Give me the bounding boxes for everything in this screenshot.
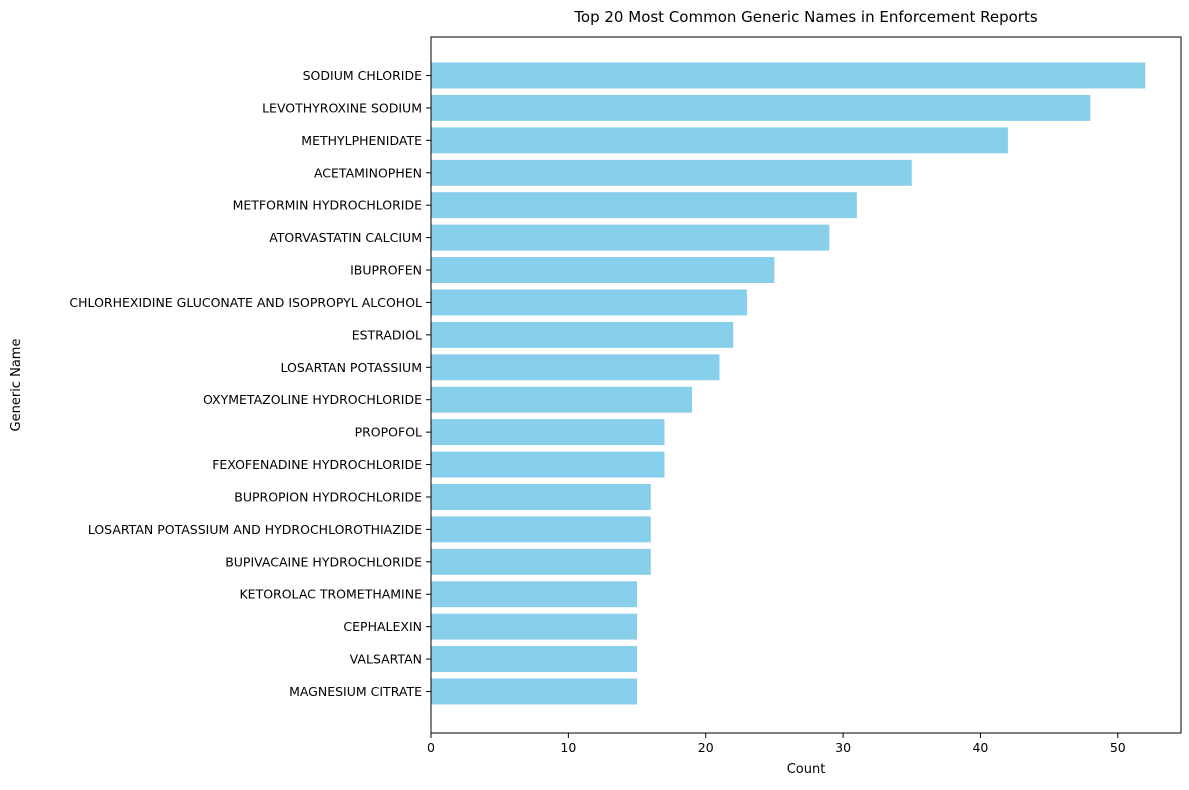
- bar: [431, 581, 638, 608]
- y-axis-label: Generic Name: [9, 339, 24, 432]
- bar: [431, 224, 830, 251]
- y-tick-label: ACETAMINOPHEN: [314, 165, 422, 180]
- bar: [431, 386, 692, 413]
- y-tick-label: IBUPROFEN: [350, 263, 422, 278]
- x-axis-label: Count: [787, 762, 826, 777]
- bar: [431, 451, 665, 478]
- y-tick-label: LEVOTHYROXINE SODIUM: [262, 100, 422, 115]
- y-tick-label: LOSARTAN POTASSIUM: [281, 360, 422, 375]
- bar: [431, 159, 912, 186]
- y-tick-label: VALSARTAN: [350, 652, 422, 667]
- x-tick-label: 50: [1110, 740, 1126, 755]
- bar: [431, 516, 651, 543]
- y-tick-label: LOSARTAN POTASSIUM AND HYDROCHLOROTHIAZI…: [88, 522, 422, 537]
- y-tick-label: KETOROLAC TROMETHAMINE: [239, 587, 422, 602]
- y-tick-label: PROPOFOL: [355, 425, 422, 440]
- y-tick-label: BUPIVACAINE HYDROCHLORIDE: [225, 554, 422, 569]
- y-tick-label: ESTRADIOL: [352, 327, 422, 342]
- y-tick-label: SODIUM CHLORIDE: [303, 68, 422, 83]
- bar: [431, 613, 638, 640]
- chart-title: Top 20 Most Common Generic Names in Enfo…: [573, 8, 1038, 26]
- y-tick-label: ATORVASTATIN CALCIUM: [269, 230, 422, 245]
- bar: [431, 484, 651, 510]
- bar: [431, 678, 638, 705]
- y-tick-label: BUPROPION HYDROCHLORIDE: [234, 489, 422, 504]
- bars-group: [431, 62, 1146, 705]
- y-tick-label: OXYMETAZOLINE HYDROCHLORIDE: [203, 392, 422, 407]
- bar: [431, 419, 665, 446]
- y-tick-label: CEPHALEXIN: [343, 619, 422, 634]
- bar: [431, 548, 651, 575]
- bar: [431, 62, 1146, 89]
- bar: [431, 289, 747, 316]
- bar: [431, 354, 720, 381]
- plot-frame: [430, 36, 1182, 734]
- x-tick-label: 40: [972, 740, 988, 755]
- y-tick-label: CHLORHEXIDINE GLUCONATE AND ISOPROPYL AL…: [69, 295, 422, 310]
- y-tick-label: MAGNESIUM CITRATE: [289, 684, 422, 699]
- bar: [431, 321, 734, 348]
- y-tick-label: METFORMIN HYDROCHLORIDE: [233, 198, 422, 213]
- bar: [431, 192, 857, 219]
- y-tick-label: METHYLPHENIDATE: [301, 133, 422, 148]
- x-tick-label: 0: [427, 740, 435, 755]
- y-tick-label: FEXOFENADINE HYDROCHLORIDE: [212, 457, 422, 472]
- bar: [431, 646, 638, 673]
- x-tick-label: 20: [698, 740, 714, 755]
- x-axis-ticks: 0 10 20 30 40 50: [427, 733, 1126, 755]
- bar: [431, 94, 1091, 121]
- y-axis-ticks: SODIUM CHLORIDE LEVOTHYROXINE SODIUM METHY…: [69, 68, 431, 699]
- x-tick-label: 30: [835, 740, 851, 755]
- bar: [431, 257, 775, 283]
- bar: [431, 127, 1008, 154]
- x-tick-label: 10: [560, 740, 576, 755]
